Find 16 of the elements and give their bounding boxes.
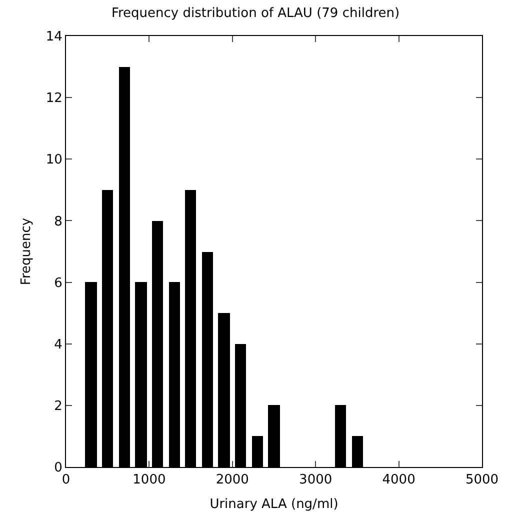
chart-title: Frequency distribution of ALAU (79 children) [111,6,400,22]
x-tick-label: 1000 [132,472,166,488]
x-tick-label: 2000 [216,472,249,488]
y-tick-label: 10 [46,152,62,168]
y-tick-label: 14 [46,30,62,45]
y-tick-label: 4 [54,337,62,352]
y-tick-label: 6 [54,276,62,291]
x-tick-label: 3000 [299,472,332,488]
y-tick-label: 0 [54,460,62,476]
x-tick-label: 5000 [465,472,499,488]
x-axis-title: Urinary ALA (ng/ml) [210,497,338,512]
y-tick-label: 12 [46,91,62,106]
y-tick-label: 2 [54,398,62,414]
x-tick-label: 4000 [382,472,416,488]
y-tick-label: 8 [54,214,62,230]
y-axis-title: Frequency [18,218,34,286]
